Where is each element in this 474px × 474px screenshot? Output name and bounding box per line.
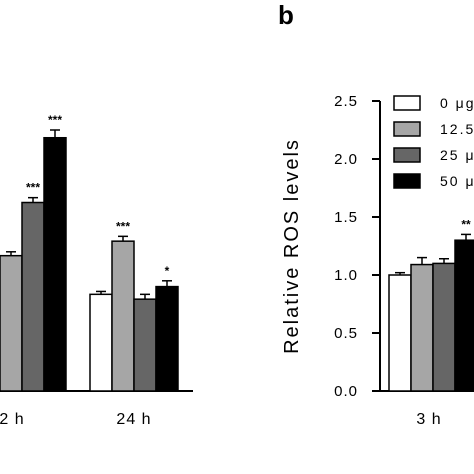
panel-b-y-tick-label-1: 0.5 — [334, 325, 358, 342]
panel-a-bar-s3-c1 — [155, 285, 179, 392]
panel-b-y-tick-label-3: 1.5 — [334, 209, 358, 226]
panel-a-significance-s1-c1: *** — [116, 219, 130, 233]
panel-b-legend-swatch-1 — [393, 121, 421, 137]
panel-b-significance-s3-c0: ** — [461, 217, 471, 231]
panel-a-significance-s2-c0: *** — [26, 181, 40, 195]
panel-b-legend-label-2: 25 μ — [440, 147, 474, 163]
panel-b-chart: b Relative ROS levels 0.0 0.5 1.0 1.5 2.0 2.5… — [278, 0, 474, 428]
panel-b-bar-s2-c0 — [432, 262, 456, 392]
panel-a-bar-s0-c1 — [89, 293, 113, 392]
panel-b-legend-label-1: 12.5 — [440, 121, 474, 137]
panel-b-letter: b — [278, 0, 294, 30]
panel-a-bar-s3-c0 — [43, 136, 67, 392]
panel-a-bar-s1-c1 — [111, 240, 135, 392]
panel-a-significance-s3-c0: *** — [48, 113, 62, 127]
panel-b-legend-swatch-3 — [393, 173, 421, 189]
panel-b-legend-label-3: 50 μ — [440, 173, 474, 189]
panel-b-y-tick-label-5: 2.5 — [334, 93, 358, 110]
panel-a-bar-s2-c1 — [133, 298, 157, 392]
panel-b-y-tick-label-2: 1.0 — [334, 267, 358, 284]
panel-a-category-label-24h: 24 h — [116, 411, 151, 428]
panel-b-bar-s1-c0 — [410, 263, 434, 392]
panel-a-bar-s2-c0 — [21, 201, 45, 392]
panel-b-y-axis-label: Relative ROS levels — [281, 138, 303, 354]
panel-b-legend-swatch-2 — [393, 147, 421, 163]
panel-a-category-label-2h: 2 h — [0, 411, 25, 428]
panel-a-chart: ********** 2 h 24 h — [0, 113, 193, 428]
panel-b-bar-s3-c0 — [454, 239, 474, 392]
panel-b-y-tick-label-4: 2.0 — [334, 151, 358, 168]
panel-b-bar-s0-c0 — [388, 274, 412, 392]
panel-a-bar-s1-c0 — [0, 254, 23, 392]
panel-a-significance-s3-c1: * — [165, 264, 170, 278]
panel-b-legend-label-0: 0 μg — [440, 95, 474, 111]
panel-b-legend-swatch-0 — [393, 95, 421, 111]
panel-b-category-label-3h: 3 h — [416, 411, 441, 428]
panel-b-legend: 0 μg 12.5 25 μ 50 μ — [393, 95, 474, 189]
panel-b-y-tick-label-0: 0.0 — [334, 383, 358, 400]
